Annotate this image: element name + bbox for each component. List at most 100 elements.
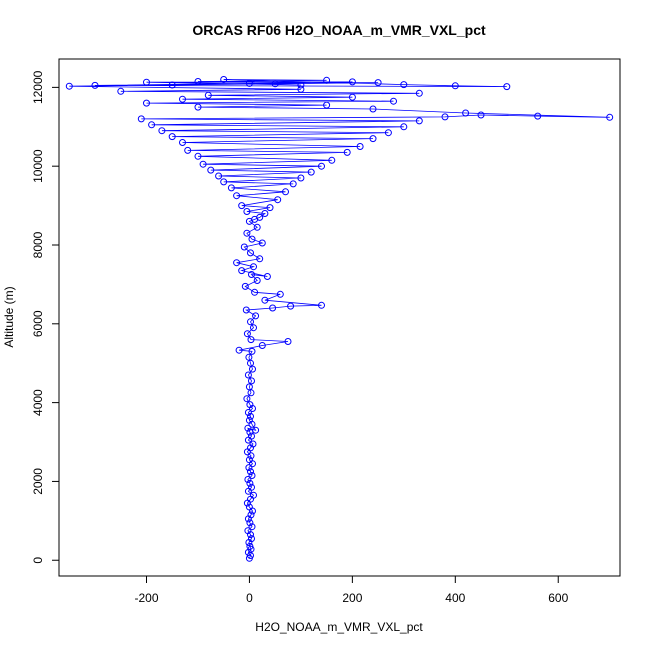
- data-point: [248, 535, 255, 543]
- data-point: [194, 152, 202, 160]
- x-tick-label: 600: [548, 591, 568, 605]
- data-point: [235, 346, 243, 354]
- data-point: [248, 347, 256, 355]
- chart-title: ORCAS RF06 H2O_NOAA_m_VMR_VXL_pct: [192, 22, 486, 38]
- data-point: [65, 82, 73, 90]
- data-point: [242, 306, 250, 314]
- data-point: [227, 184, 235, 192]
- data-point: [244, 371, 252, 379]
- data-point: [276, 290, 284, 298]
- y-axis-label: Altitude (m): [2, 286, 16, 347]
- data-point: [348, 78, 356, 86]
- data-point: [356, 143, 364, 150]
- data-point: [168, 81, 176, 89]
- data-point: [400, 81, 408, 89]
- data-point: [282, 188, 289, 196]
- data-point: [441, 113, 449, 121]
- data-point: [247, 511, 255, 519]
- data-point: [343, 148, 351, 156]
- data-point: [297, 85, 305, 93]
- data-point: [243, 208, 251, 215]
- data-point: [233, 259, 241, 267]
- data-point: [503, 83, 511, 91]
- data-point: [248, 377, 255, 385]
- data-point: [451, 82, 459, 90]
- data-point: [252, 426, 260, 434]
- data-point: [238, 267, 246, 275]
- data-point: [249, 440, 257, 448]
- data-point: [606, 113, 614, 121]
- data-point: [248, 523, 256, 531]
- data-point: [241, 282, 249, 290]
- data-point: [246, 519, 254, 527]
- data-point: [284, 338, 292, 345]
- x-axis: -200 0 200 400 600: [134, 576, 569, 605]
- data-point: [318, 301, 325, 309]
- data-point: [269, 304, 277, 312]
- data-point: [137, 115, 145, 123]
- data-point: [244, 527, 252, 535]
- data-point: [247, 412, 254, 420]
- data-point: [477, 111, 485, 119]
- data-point: [244, 409, 252, 416]
- data-point: [245, 353, 253, 361]
- data-point: [250, 263, 257, 271]
- data-point: [374, 79, 382, 87]
- data-point: [91, 81, 99, 89]
- data-point: [247, 336, 255, 344]
- data-point: [462, 109, 470, 117]
- data-point: [248, 235, 256, 243]
- data-point: [297, 81, 305, 89]
- data-point: [246, 542, 254, 550]
- data-point: [263, 273, 271, 280]
- data-series: [65, 76, 614, 562]
- y-tick-label: 0: [31, 557, 45, 564]
- data-point: [143, 99, 150, 107]
- data-point: [246, 401, 254, 409]
- data-point: [348, 93, 356, 101]
- data-point: [328, 156, 336, 164]
- data-point: [253, 223, 261, 231]
- data-point: [250, 491, 257, 499]
- data-point: [194, 103, 202, 111]
- data-point: [266, 204, 274, 212]
- data-point: [369, 105, 377, 113]
- data-point: [158, 127, 166, 135]
- data-point: [244, 476, 252, 483]
- data-point: [117, 87, 125, 95]
- y-tick-label: 4000: [31, 389, 45, 416]
- data-point: [248, 271, 255, 278]
- data-point: [143, 78, 150, 86]
- data-point: [247, 249, 254, 257]
- data-point: [184, 146, 192, 154]
- data-point: [168, 133, 176, 141]
- data-point: [245, 503, 253, 511]
- data-point: [245, 383, 253, 391]
- data-point: [369, 135, 377, 143]
- series-line: [69, 79, 610, 559]
- data-point: [323, 76, 331, 84]
- data-point: [204, 91, 212, 99]
- y-tick-label: 10000: [31, 149, 45, 183]
- data-point: [148, 121, 156, 129]
- data-point: [215, 172, 223, 180]
- data-point: [307, 168, 315, 176]
- data-point: [297, 174, 305, 182]
- data-point: [261, 210, 269, 217]
- data-point: [252, 312, 260, 320]
- data-point: [243, 330, 251, 338]
- data-point: [248, 472, 256, 479]
- data-point: [256, 255, 264, 263]
- data-point: [534, 112, 542, 120]
- data-point: [251, 288, 259, 296]
- data-point: [194, 78, 202, 85]
- data-point: [256, 213, 264, 221]
- data-point: [233, 192, 241, 200]
- data-point: [243, 229, 251, 237]
- x-tick-label: 200: [342, 591, 362, 605]
- data-point: [415, 117, 423, 125]
- y-tick-label: 6000: [31, 310, 45, 337]
- data-point: [253, 277, 261, 284]
- y-tick-label: 12000: [31, 70, 45, 104]
